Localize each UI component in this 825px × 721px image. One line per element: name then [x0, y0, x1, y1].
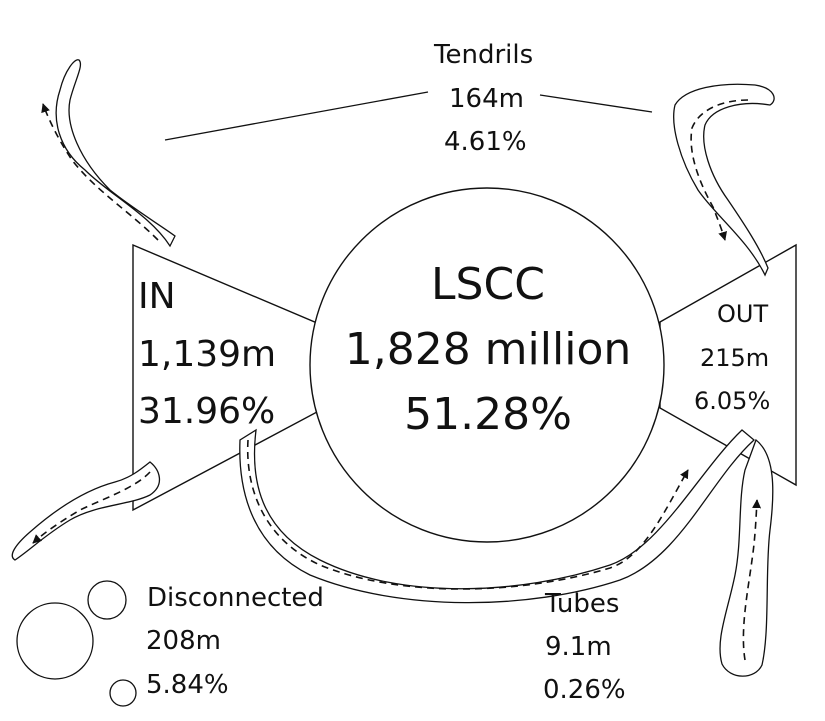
tendrils-connector-right: [539, 94, 653, 113]
tendril-in-bottom-arrow: [32, 471, 151, 544]
tube-arrow: [246, 439, 689, 590]
tendrils-connector-left: [164, 91, 429, 141]
tendril-in-top-arrow: [41, 103, 159, 241]
disconnected-circle-large: [16, 602, 94, 680]
disconnected-percent: 5.84%: [146, 670, 229, 700]
tubes-percent: 0.26%: [543, 675, 626, 705]
tendril-out-bottom-arrow: [742, 499, 762, 661]
disconnected-circle-medium: [87, 580, 127, 620]
tubes-size: 9.1m: [545, 632, 612, 662]
tendril-out-top-arrow: [690, 99, 749, 241]
out-name: OUT: [717, 300, 769, 328]
out-percent: 6.05%: [694, 387, 771, 415]
tendril-out-bottom-shape: [719, 438, 774, 677]
tendril-out-top-shape: [673, 83, 775, 277]
out-size: 215m: [700, 344, 770, 372]
in-percent: 31.96%: [138, 391, 276, 432]
lscc-name: LSCC: [431, 259, 545, 310]
lscc-circle: [309, 187, 665, 543]
disconnected-name: Disconnected: [147, 583, 324, 613]
lscc-size: 1,828 million: [344, 324, 632, 375]
tube-shape: [239, 428, 755, 604]
tubes-name: Tubes: [545, 589, 620, 619]
tendrils-name: Tendrils: [434, 40, 534, 70]
disconnected-size: 208m: [146, 626, 221, 656]
tendrils-size: 164m: [449, 84, 524, 114]
tendril-in-top-shape: [55, 59, 176, 248]
tendril-in-bottom-shape: [11, 461, 161, 561]
in-size: 1,139m: [138, 334, 277, 375]
tendrils-percent: 4.61%: [444, 127, 527, 157]
in-name: IN: [138, 276, 176, 317]
lscc-percent: 51.28%: [404, 389, 572, 440]
disconnected-circle-small: [109, 679, 137, 707]
